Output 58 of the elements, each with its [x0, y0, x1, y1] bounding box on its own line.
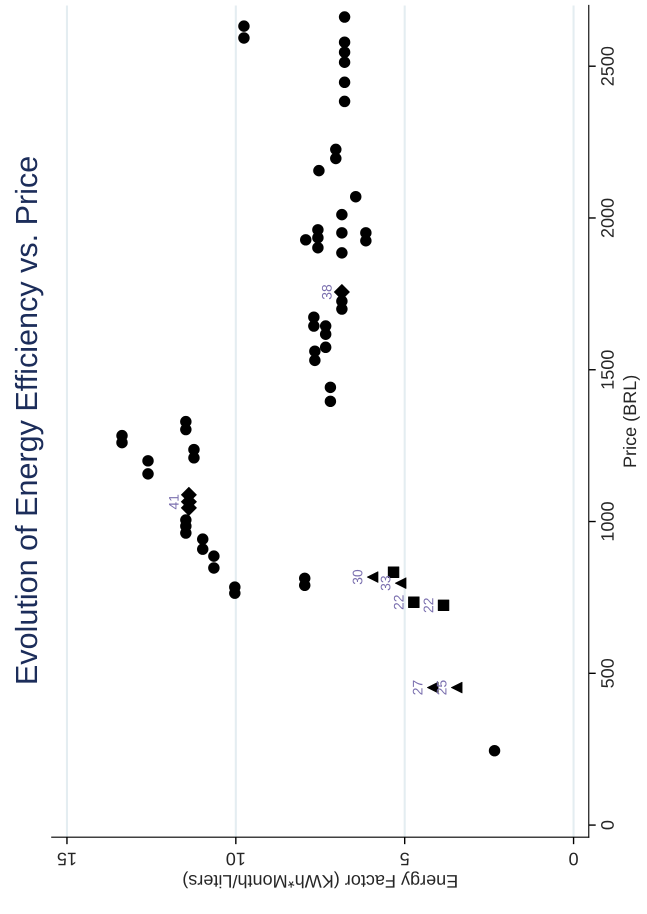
point: [488, 744, 500, 756]
point: [330, 152, 342, 164]
point: [308, 320, 320, 332]
point: [238, 20, 250, 32]
point: [208, 562, 220, 574]
annotation: 30: [352, 570, 362, 584]
y-tick-label: 1500: [601, 350, 614, 388]
annotation: 22: [424, 598, 434, 612]
point: [360, 235, 372, 246]
y-tick-label: 2000: [601, 198, 614, 238]
point: [408, 596, 420, 608]
point: [336, 208, 348, 220]
point: [188, 452, 200, 464]
point: [366, 571, 378, 583]
point: [309, 354, 321, 366]
point: [338, 36, 350, 48]
y-axis-title: Price (BRL): [622, 376, 640, 467]
annotation: 41: [169, 494, 179, 510]
point: [320, 328, 332, 340]
point: [338, 56, 350, 68]
point: [142, 455, 154, 467]
point: [338, 11, 350, 23]
point: [388, 566, 400, 578]
point: [197, 533, 208, 545]
point: [338, 76, 350, 88]
point: [142, 468, 154, 480]
annotation: 22: [394, 595, 404, 610]
x-tick-label: 0: [569, 852, 578, 866]
y-tick-label: 1000: [601, 502, 614, 540]
text: Evolution of Energy Efficiency vs. Price: [14, 157, 44, 683]
x-tick-label: 15: [58, 852, 76, 866]
point: [324, 382, 336, 394]
point: [312, 242, 324, 254]
y-tick-label: 500: [601, 658, 614, 688]
annotation: 38: [322, 284, 332, 300]
point: [394, 577, 406, 589]
point: [197, 543, 208, 555]
y-tick-label: 0: [601, 820, 614, 830]
point: [350, 190, 362, 202]
point: [320, 342, 332, 354]
point: [313, 164, 325, 176]
x-axis-title: Energy Factor (KWh*Month/Liters): [183, 871, 457, 888]
point: [438, 600, 450, 612]
point: [338, 46, 350, 58]
y-tick-label: 2500: [601, 46, 614, 86]
point: [208, 550, 220, 562]
x-tick-label: 5: [400, 852, 409, 866]
x-tick-label: 10: [226, 852, 244, 866]
annotation: 25: [436, 680, 447, 695]
point: [338, 96, 350, 108]
annotation: 27: [412, 680, 422, 695]
point: [336, 227, 348, 239]
point: [324, 396, 336, 408]
annotation: 33: [380, 576, 390, 590]
point: [336, 247, 348, 259]
point: [300, 234, 312, 246]
point: [450, 682, 462, 694]
point: [238, 32, 250, 44]
